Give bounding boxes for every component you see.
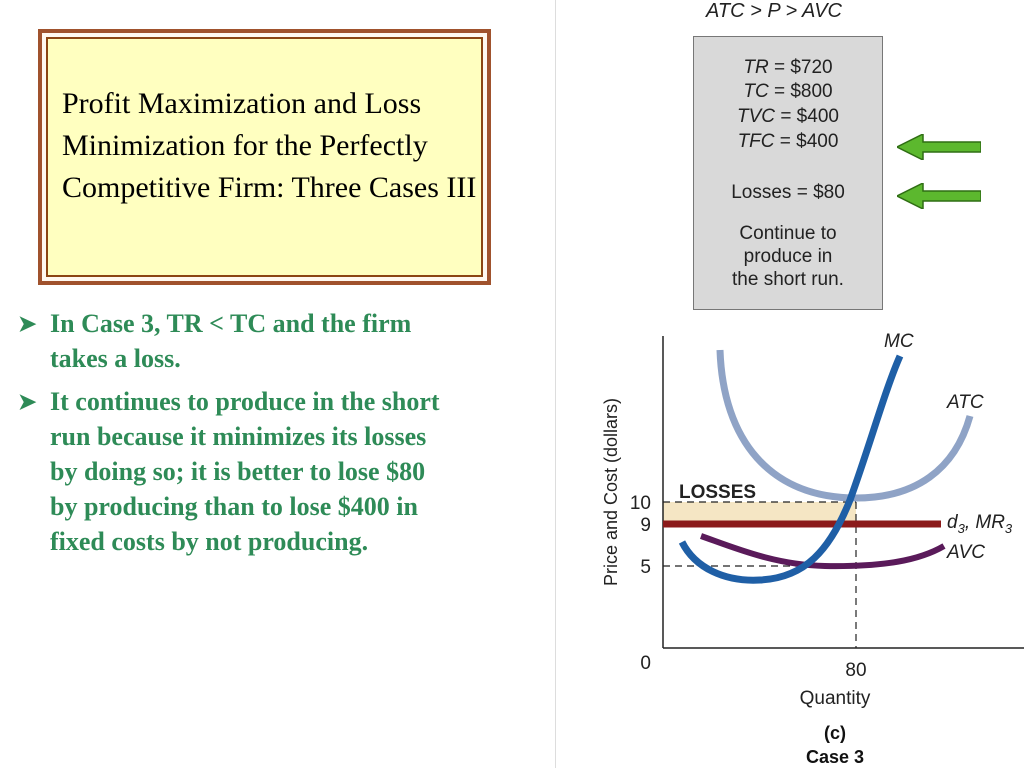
inequality-mid: > P > [750, 0, 798, 22]
cost-curve-chart: MC ATC d3, MR3 AVC LOSSES 10 9 5 0 80 Pr… [601, 331, 1024, 767]
losses-area [663, 502, 856, 524]
tc-row: TC = $800 [743, 81, 833, 102]
note-line: the short run. [732, 269, 844, 290]
y-tick-label: 5 [640, 557, 651, 578]
summary-box: TR = $720 TC = $800 TVC = $400 TFC = $40… [693, 36, 883, 310]
case-label: Case 3 [806, 747, 864, 767]
figure-panel [555, 0, 1024, 768]
cost-inequality: ATC > P > AVC [706, 0, 842, 23]
losses-row: Losses = $80 [731, 182, 845, 203]
arrowhead-bullet-icon: ➤ [18, 311, 37, 336]
losses-label: LOSSES [679, 482, 756, 503]
bullet-list: ➤ In Case 3, TR < TC and the firm takes a… [14, 306, 454, 567]
x-tick-label: 80 [845, 660, 866, 681]
inequality-atc: ATC [706, 0, 745, 22]
left-arrow-icon [897, 134, 981, 160]
tfc-row: TFC = $400 [737, 131, 839, 152]
atc-curve [716, 349, 974, 502]
demand-label: d3, MR3 [947, 512, 1013, 536]
mc-curve [678, 354, 904, 584]
y-axis-title: Price and Cost (dollars) [601, 398, 621, 586]
x-axis-title: Quantity [800, 688, 871, 709]
mc-label: MC [884, 331, 914, 352]
bullet-item: ➤ In Case 3, TR < TC and the firm takes a… [14, 306, 454, 376]
origin-label: 0 [640, 653, 651, 674]
left-arrow-icon [897, 183, 981, 209]
note-line: Continue to [739, 223, 837, 244]
tvc-row: TVC = $400 [737, 106, 839, 127]
bullet-item: ➤ It continues to produce in the short ru… [14, 384, 454, 559]
arrowhead-bullet-icon: ➤ [18, 389, 37, 414]
note-line: produce in [743, 246, 833, 267]
avc-curve [700, 533, 946, 570]
panel-label: (c) [824, 723, 846, 743]
slide-title: Profit Maximization and Loss Minimizatio… [62, 87, 477, 204]
bullet-text: In Case 3, TR < TC and the firm takes a … [50, 309, 412, 373]
tr-row: TR = $720 [743, 57, 833, 78]
atc-label: ATC [946, 392, 984, 413]
title-box-inner: Profit Maximization and Loss Minimizatio… [46, 37, 483, 277]
title-box: Profit Maximization and Loss Minimizatio… [38, 29, 491, 285]
inequality-avc: AVC [801, 0, 843, 22]
y-tick-label: 9 [640, 515, 651, 536]
avc-label: AVC [946, 542, 985, 563]
y-tick-label: 10 [630, 493, 651, 514]
bullet-text: It continues to produce in the short run… [50, 387, 440, 556]
